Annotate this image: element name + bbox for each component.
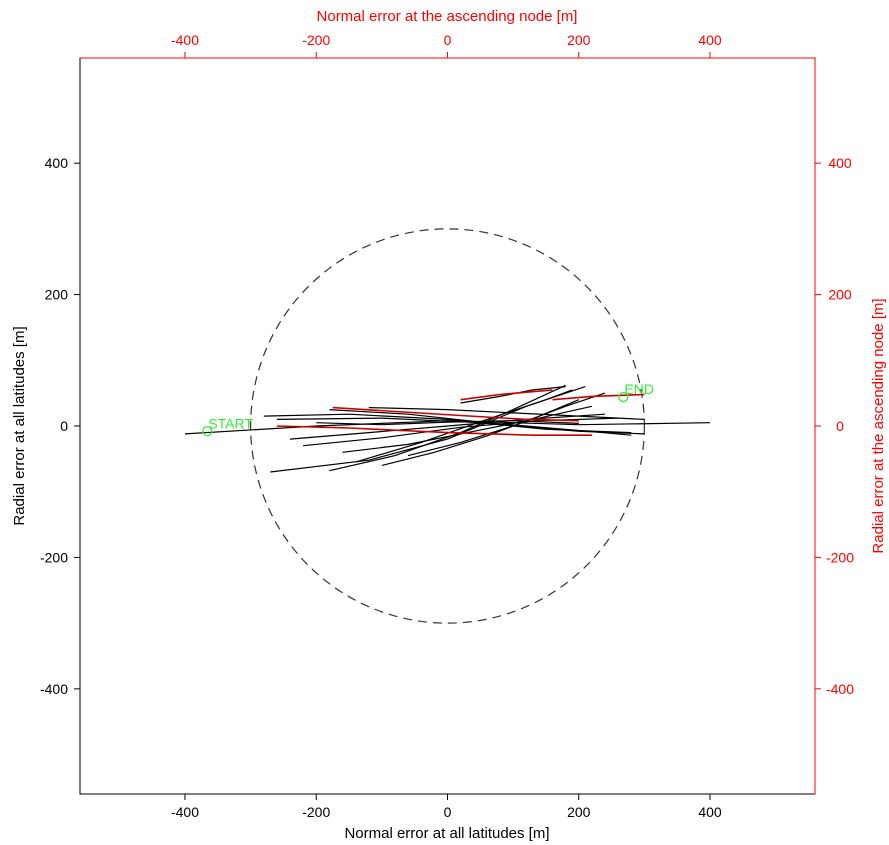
ascending-node-series-line bbox=[332, 406, 579, 422]
left-y-tick-label: 200 bbox=[45, 287, 69, 303]
all-latitudes-series-line bbox=[460, 386, 566, 404]
right-y-tick-label: 200 bbox=[828, 287, 852, 303]
start-label: START bbox=[208, 415, 253, 431]
end-label: END bbox=[624, 381, 654, 397]
all-latitudes-series-line bbox=[342, 405, 593, 453]
plot-content bbox=[184, 228, 711, 624]
bottom-x-tick-label: 0 bbox=[444, 804, 452, 820]
bottom-x-tick-label: -400 bbox=[171, 804, 199, 820]
top-x-tick-label: -200 bbox=[302, 32, 330, 48]
top-x-tick-label: 200 bbox=[567, 32, 591, 48]
ascending-node-series-line bbox=[460, 389, 553, 401]
left-y-tick-label: 0 bbox=[60, 418, 68, 434]
top-x-tick-label: -400 bbox=[171, 32, 199, 48]
end-marker bbox=[618, 391, 629, 403]
reference-circle bbox=[250, 228, 645, 624]
axes: -400 -400 -200 -200 0 0 200 200 400 400 -400 -400 -2… bbox=[40, 32, 854, 820]
bottom-x-tick-label: 200 bbox=[567, 804, 591, 820]
all-latitudes-series-line bbox=[381, 399, 580, 466]
right-y-tick-label: -200 bbox=[826, 549, 854, 565]
left-axis-title: Radial error at all latitudes [m] bbox=[11, 326, 28, 525]
top-x-tick-label: 0 bbox=[444, 32, 452, 48]
right-y-tick-label: -400 bbox=[826, 681, 854, 697]
right-y-tick-label: 0 bbox=[836, 418, 844, 434]
all-latitudes-series-line bbox=[270, 386, 586, 473]
left-y-tick-label: -400 bbox=[40, 681, 68, 697]
right-y-tick-label: 400 bbox=[828, 155, 852, 171]
all-latitudes-series-line bbox=[355, 389, 573, 463]
all-latitudes-series-line bbox=[316, 420, 579, 426]
annotations: START END bbox=[202, 381, 654, 437]
bottom-axis-title: Normal error at all latitudes [m] bbox=[344, 825, 549, 842]
all-latitudes-series-line bbox=[329, 409, 632, 436]
right-axis-title: Radial error at the ascending node [m] bbox=[870, 298, 887, 553]
bottom-x-tick-label: 400 bbox=[698, 804, 722, 820]
all-latitudes-series-line bbox=[289, 413, 606, 440]
left-y-tick-label: -200 bbox=[40, 549, 68, 565]
start-marker bbox=[202, 426, 213, 437]
all-latitudes-series-line bbox=[368, 407, 645, 420]
ascending-node-series-line bbox=[276, 425, 592, 437]
bottom-x-tick-label: -200 bbox=[302, 804, 330, 820]
top-axis-title: Normal error at the ascending node [m] bbox=[317, 8, 578, 25]
left-y-tick-label: 400 bbox=[45, 155, 69, 171]
top-x-tick-label: 400 bbox=[698, 32, 722, 48]
